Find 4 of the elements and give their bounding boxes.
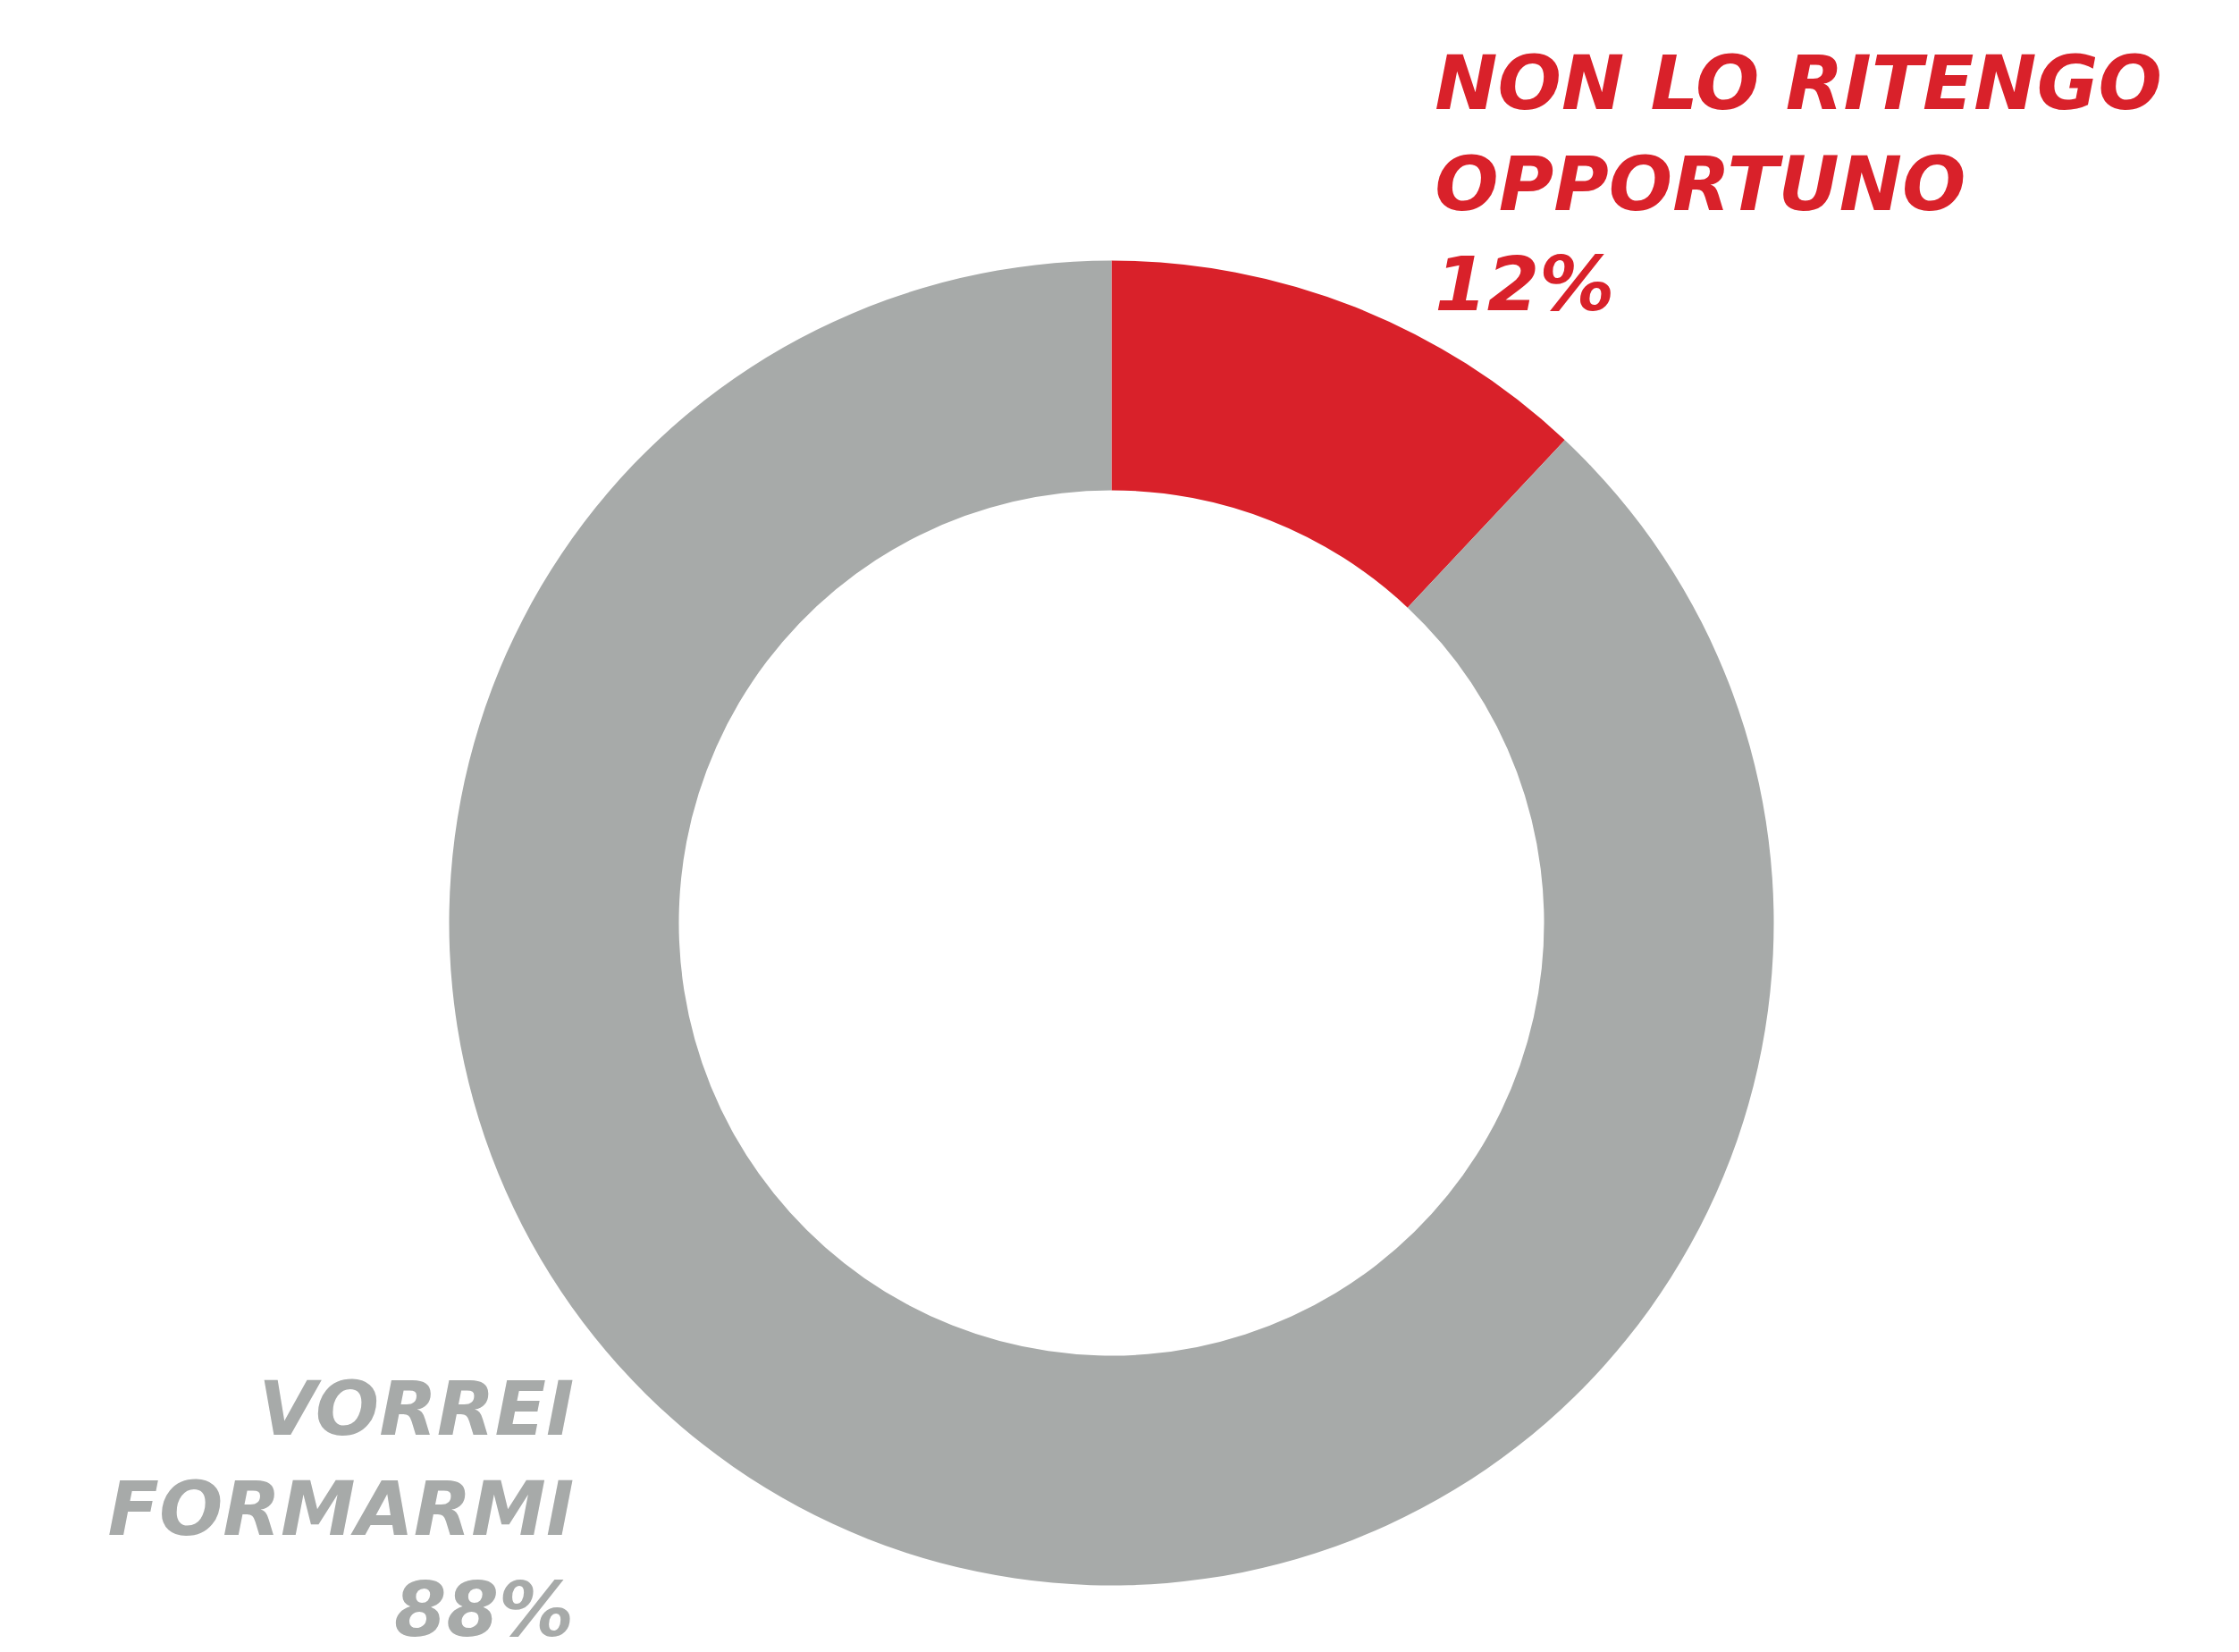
slice-label: VORREI FORMARMI [107, 1364, 575, 1554]
data-label: 88% [394, 1566, 575, 1652]
slice-label: NON LO RITENGO OPPORTUNO [1435, 39, 2163, 228]
data-label: 12% [1435, 240, 1615, 329]
